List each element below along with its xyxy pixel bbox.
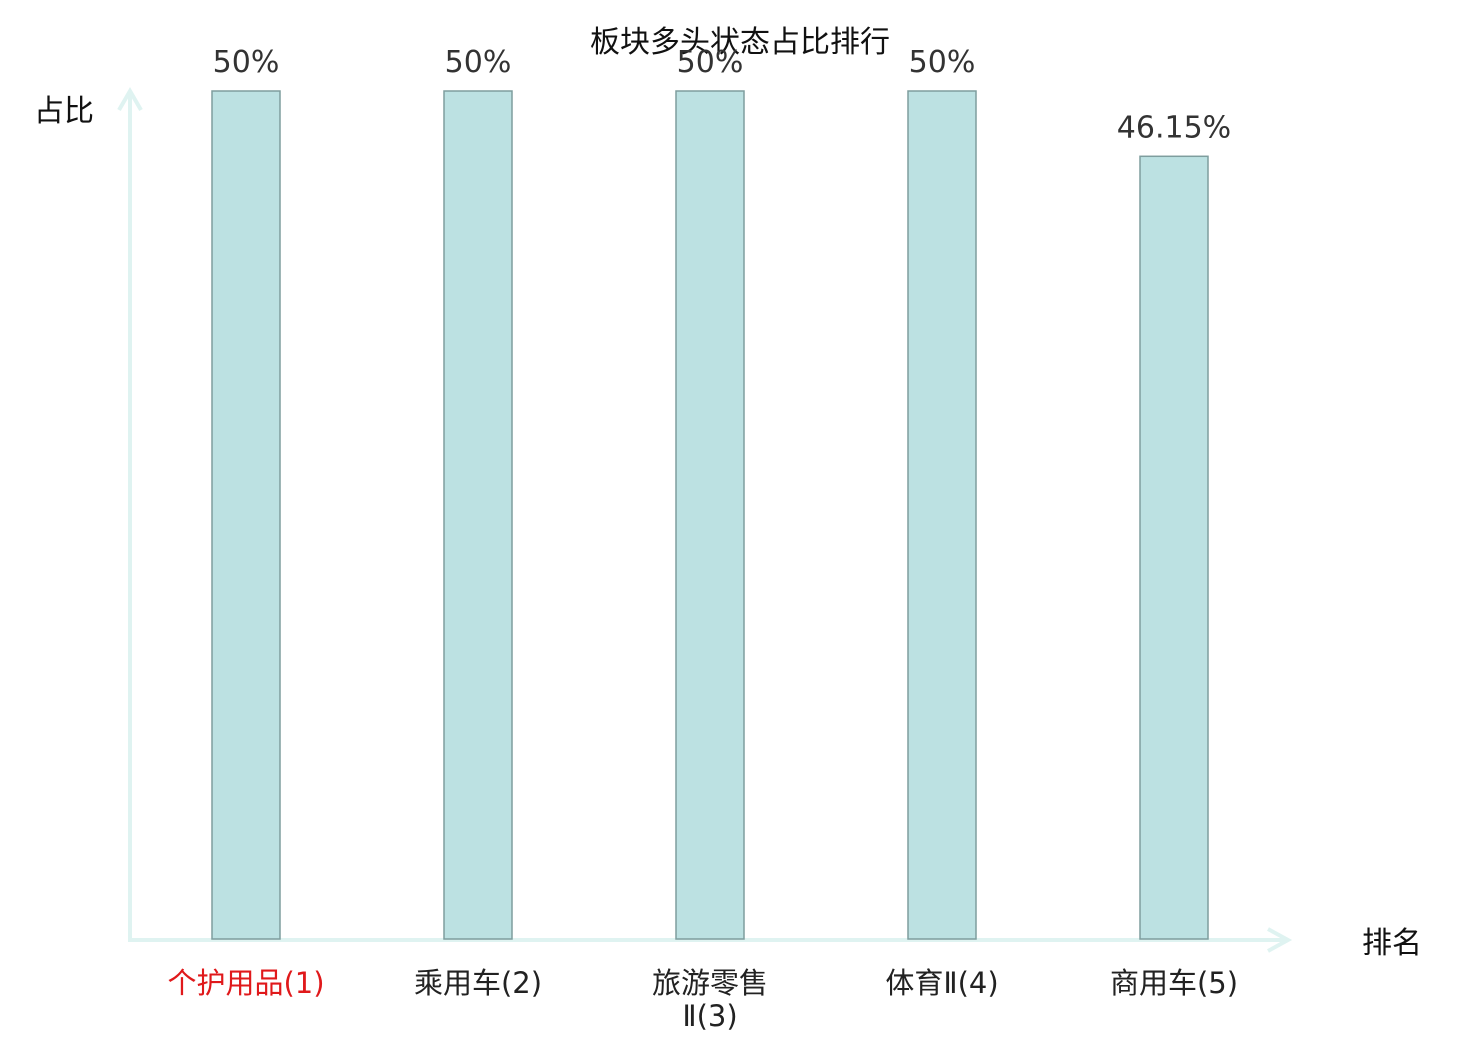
x-axis-arrow-icon xyxy=(1267,927,1293,953)
x-tick-label: 个护用品(1) xyxy=(167,966,324,1000)
y-axis-arrow-icon xyxy=(117,87,143,112)
y-axis-title: 占比 xyxy=(34,94,94,129)
x-tick-label: 旅游零售 xyxy=(652,966,768,1000)
bar xyxy=(1139,155,1209,940)
bar-value-label: 50% xyxy=(213,45,280,80)
bar xyxy=(443,90,513,940)
x-tick-label: 商用车(5) xyxy=(1110,966,1238,1000)
bar xyxy=(675,90,745,940)
bars xyxy=(211,90,1209,940)
bar-value-label: 46.15% xyxy=(1117,110,1231,145)
bar-value-label: 50% xyxy=(445,45,512,80)
y-axis xyxy=(117,87,143,940)
x-axis xyxy=(128,927,1293,953)
bar xyxy=(211,90,281,940)
bar-value-label: 50% xyxy=(909,45,976,80)
x-tick-label: Ⅱ(3) xyxy=(682,999,737,1033)
value-labels: 50% 50% 50% 50% 46.15% xyxy=(213,45,1232,145)
chart-title: 板块多头状态占比排行 xyxy=(590,25,890,60)
bar-value-label: 50% xyxy=(677,45,744,80)
x-axis-title: 排名 xyxy=(1362,926,1422,961)
bar xyxy=(907,90,977,940)
x-tick-label: 乘用车(2) xyxy=(414,966,542,1000)
x-tick-label: 体育Ⅱ(4) xyxy=(885,966,998,1000)
